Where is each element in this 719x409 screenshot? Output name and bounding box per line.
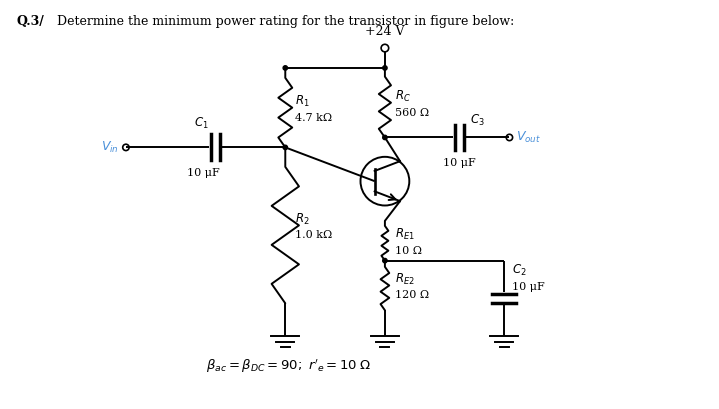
Text: $R_{E1}$: $R_{E1}$ <box>395 227 415 243</box>
Circle shape <box>383 66 387 70</box>
Text: $C_1$: $C_1$ <box>193 117 209 132</box>
Text: $C_3$: $C_3$ <box>470 112 485 128</box>
Text: 10 μF: 10 μF <box>187 168 220 178</box>
Circle shape <box>283 66 288 70</box>
Text: $C_2$: $C_2$ <box>513 263 527 278</box>
Text: $V_{in}$: $V_{in}$ <box>101 140 119 155</box>
Text: $R_C$: $R_C$ <box>395 89 411 104</box>
Text: +24 V: +24 V <box>365 25 405 38</box>
Text: $V_{out}$: $V_{out}$ <box>516 130 541 145</box>
Text: $R_2$: $R_2$ <box>296 212 310 227</box>
Text: 1.0 kΩ: 1.0 kΩ <box>296 230 332 240</box>
Text: 10 μF: 10 μF <box>513 283 545 292</box>
Text: 560 Ω: 560 Ω <box>395 108 429 118</box>
Text: $R_1$: $R_1$ <box>296 94 310 109</box>
Text: 120 Ω: 120 Ω <box>395 290 429 300</box>
Text: $\beta_{ac} = \beta_{DC} = 90;\; r'_e = 10\; \Omega$: $\beta_{ac} = \beta_{DC} = 90;\; r'_e = … <box>206 357 371 375</box>
Text: Q.3/: Q.3/ <box>17 15 44 28</box>
Text: 4.7 kΩ: 4.7 kΩ <box>296 112 332 123</box>
Circle shape <box>383 258 387 263</box>
Circle shape <box>383 135 387 139</box>
Text: 10 μF: 10 μF <box>443 158 476 169</box>
Circle shape <box>283 145 288 150</box>
Text: 10 Ω: 10 Ω <box>395 246 422 256</box>
Text: $R_{E2}$: $R_{E2}$ <box>395 272 415 287</box>
Text: Determine the minimum power rating for the transistor in figure below:: Determine the minimum power rating for t… <box>53 15 514 28</box>
